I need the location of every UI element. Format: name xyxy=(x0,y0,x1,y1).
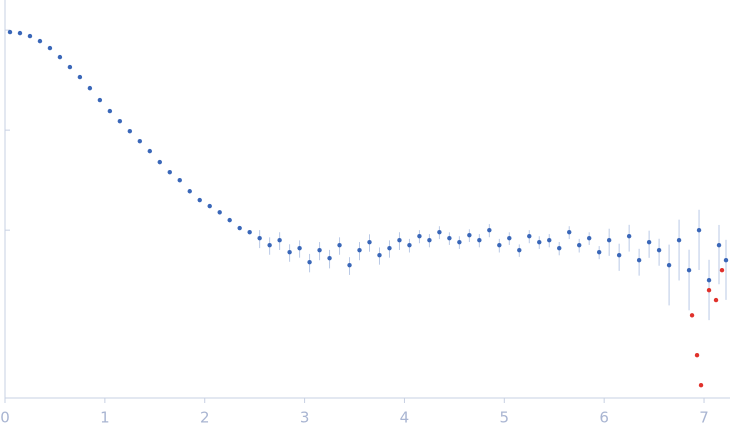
data-point xyxy=(606,237,612,243)
data-point xyxy=(487,227,492,233)
x-tick-label: 2 xyxy=(200,409,210,427)
data-point xyxy=(698,382,704,388)
data-point xyxy=(417,233,422,239)
data-point xyxy=(437,229,442,235)
data-point xyxy=(689,313,695,318)
data-point xyxy=(207,203,212,209)
data-point xyxy=(17,30,23,36)
data-point xyxy=(716,242,722,248)
data-point xyxy=(387,245,392,251)
data-point xyxy=(527,233,532,239)
data-point xyxy=(696,227,702,233)
data-point xyxy=(97,97,103,103)
data-point xyxy=(636,257,642,263)
data-point xyxy=(307,259,312,265)
data-point xyxy=(257,235,262,241)
data-point xyxy=(596,249,602,255)
data-point xyxy=(117,118,123,124)
data-point xyxy=(626,233,632,239)
data-point xyxy=(357,247,362,253)
data-point xyxy=(177,177,182,183)
data-point xyxy=(247,229,252,235)
data-point xyxy=(447,235,452,241)
data-point xyxy=(706,278,712,283)
data-point xyxy=(646,239,652,245)
data-point xyxy=(694,353,700,358)
data-point xyxy=(27,33,33,39)
data-point xyxy=(676,237,682,243)
data-point xyxy=(337,242,342,248)
x-tick-label: 1 xyxy=(100,409,110,427)
data-point xyxy=(127,128,133,134)
data-point xyxy=(577,242,582,248)
data-point xyxy=(107,108,113,114)
data-point xyxy=(327,255,332,261)
data-point xyxy=(557,245,562,251)
data-point xyxy=(317,247,322,253)
x-tick-label: 0 xyxy=(0,409,10,427)
data-point xyxy=(187,189,192,194)
data-point xyxy=(407,242,412,248)
data-point xyxy=(719,267,725,273)
data-point xyxy=(287,249,292,255)
data-point xyxy=(57,54,63,60)
data-point xyxy=(517,247,522,253)
data-point xyxy=(137,138,143,144)
data-point xyxy=(507,235,512,241)
data-point xyxy=(713,297,719,303)
data-point xyxy=(367,239,372,245)
data-point xyxy=(457,239,462,245)
data-point xyxy=(706,288,712,293)
data-point xyxy=(217,210,222,215)
data-point xyxy=(497,242,502,248)
data-point xyxy=(686,267,692,273)
data-point xyxy=(227,217,232,223)
data-point xyxy=(77,74,83,80)
data-point xyxy=(7,29,13,35)
x-tick-label: 3 xyxy=(300,409,310,427)
data-point xyxy=(147,148,153,154)
data-point xyxy=(347,262,352,268)
data-point xyxy=(237,225,242,231)
data-point xyxy=(47,45,53,51)
data-point xyxy=(547,237,552,243)
x-tick-label: 6 xyxy=(599,409,609,427)
data-point xyxy=(723,257,729,263)
data-point xyxy=(67,64,73,70)
data-point xyxy=(397,237,402,243)
data-point xyxy=(477,237,482,243)
data-point xyxy=(656,247,662,253)
data-point xyxy=(467,232,472,238)
data-point xyxy=(586,235,592,241)
data-point xyxy=(267,242,272,248)
x-tick-label: 4 xyxy=(400,409,410,427)
data-point xyxy=(666,262,672,268)
data-point xyxy=(297,245,302,251)
data-point xyxy=(157,159,162,165)
data-point xyxy=(197,197,202,203)
x-tick-label: 7 xyxy=(699,409,709,427)
data-point xyxy=(537,239,542,245)
data-point xyxy=(567,229,572,235)
data-point xyxy=(37,38,43,44)
data-point xyxy=(167,169,172,175)
data-point xyxy=(87,85,93,91)
data-point xyxy=(377,253,382,258)
data-point xyxy=(427,237,432,243)
data-point xyxy=(616,253,622,258)
x-tick-label: 5 xyxy=(500,409,510,427)
data-point xyxy=(277,237,282,243)
